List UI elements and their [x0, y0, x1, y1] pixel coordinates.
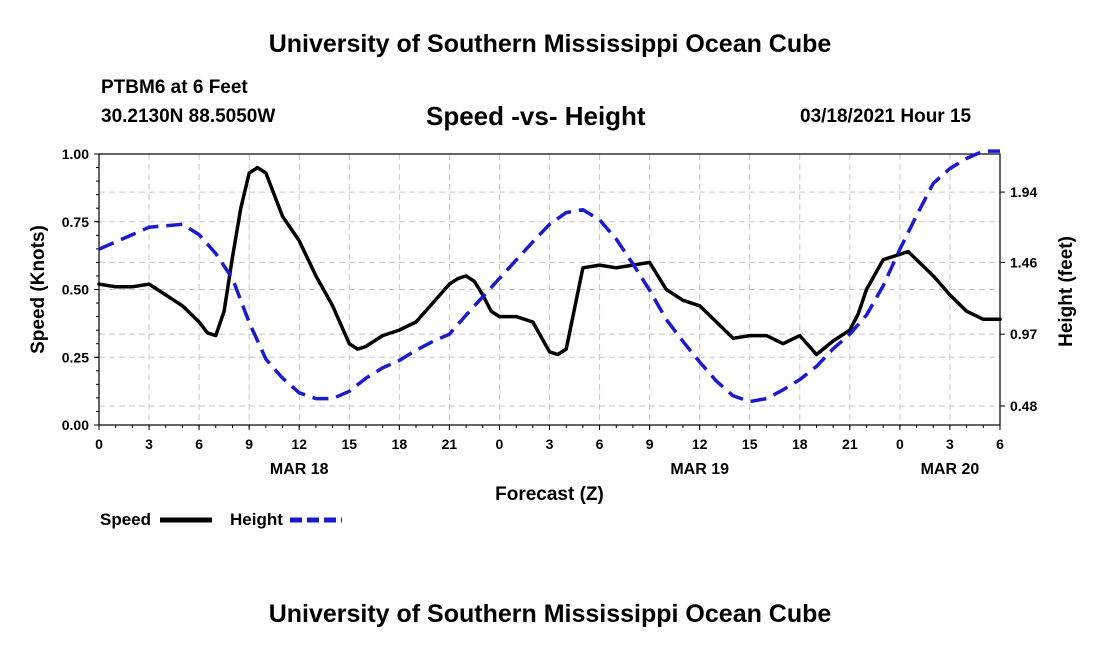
x-tick-label: 21 [442, 436, 458, 452]
legend-height-label: Height [230, 510, 283, 529]
date-label: MAR 20 [921, 461, 980, 478]
series-line-speed [97, 165, 1002, 357]
x-tick-label: 9 [245, 436, 253, 452]
legend: Speed Height [100, 510, 342, 529]
x-tick-label: 9 [646, 436, 654, 452]
y-right-tick-label: 0.48 [1010, 398, 1037, 414]
station-coords: 30.2130N 88.5050W [101, 106, 276, 127]
y-axis-left-label: Speed (Knots) [28, 225, 49, 354]
plot-title: Speed -vs- Height [426, 101, 646, 131]
page-title: University of Southern Mississippi Ocean… [268, 30, 832, 58]
chart-grid [99, 154, 1000, 425]
y-right-tick-label: 0.97 [1010, 326, 1037, 342]
x-tick-label: 15 [742, 436, 758, 452]
y-right-tick-label: 1.46 [1010, 254, 1037, 270]
x-tick-label: 3 [145, 436, 153, 452]
x-tick-label: 15 [341, 436, 357, 452]
y-right-tick-label: 1.94 [1010, 184, 1037, 200]
x-tick-label: 21 [842, 436, 858, 452]
x-tick-label: 18 [792, 436, 808, 452]
y-axis-right-label: Height (feet) [1056, 236, 1077, 347]
x-tick-label: 0 [496, 436, 504, 452]
x-tick-label: 3 [546, 436, 554, 452]
forecast-datetime: 03/18/2021 Hour 15 [800, 106, 972, 127]
y-left-tick-label: 0.25 [62, 349, 89, 365]
x-tick-label: 12 [692, 436, 708, 452]
x-tick-label: 6 [195, 436, 203, 452]
series-line-height [98, 149, 1000, 404]
station-label: PTBM6 at 6 Feet [101, 77, 248, 98]
y-left-tick-label: 0.00 [62, 417, 89, 433]
footer-title: University of Southern Mississippi Ocean… [268, 600, 832, 628]
x-tick-label: 6 [996, 436, 1004, 452]
x-tick-label: 12 [291, 436, 307, 452]
x-tick-label: 0 [896, 436, 904, 452]
x-tick-label: 6 [596, 436, 604, 452]
legend-speed-label: Speed [100, 510, 151, 529]
x-axis-label: Forecast (Z) [495, 484, 604, 505]
y-left-tick-label: 1.00 [62, 146, 89, 162]
date-label: MAR 18 [270, 461, 329, 478]
date-label: MAR 19 [670, 461, 729, 478]
x-tick-label: 18 [392, 436, 408, 452]
y-left-tick-label: 0.75 [62, 214, 89, 230]
x-tick-label: 3 [946, 436, 954, 452]
x-tick-label: 0 [95, 436, 103, 452]
axis-ticks: 0 3 6 9 12 15 18 21 0 3 6 9 12 15 18 21 0 3 6 0.00 0.25 0.50 0… [62, 146, 1038, 478]
y-left-tick-label: 0.50 [62, 282, 89, 298]
series-lines [97, 149, 1002, 404]
